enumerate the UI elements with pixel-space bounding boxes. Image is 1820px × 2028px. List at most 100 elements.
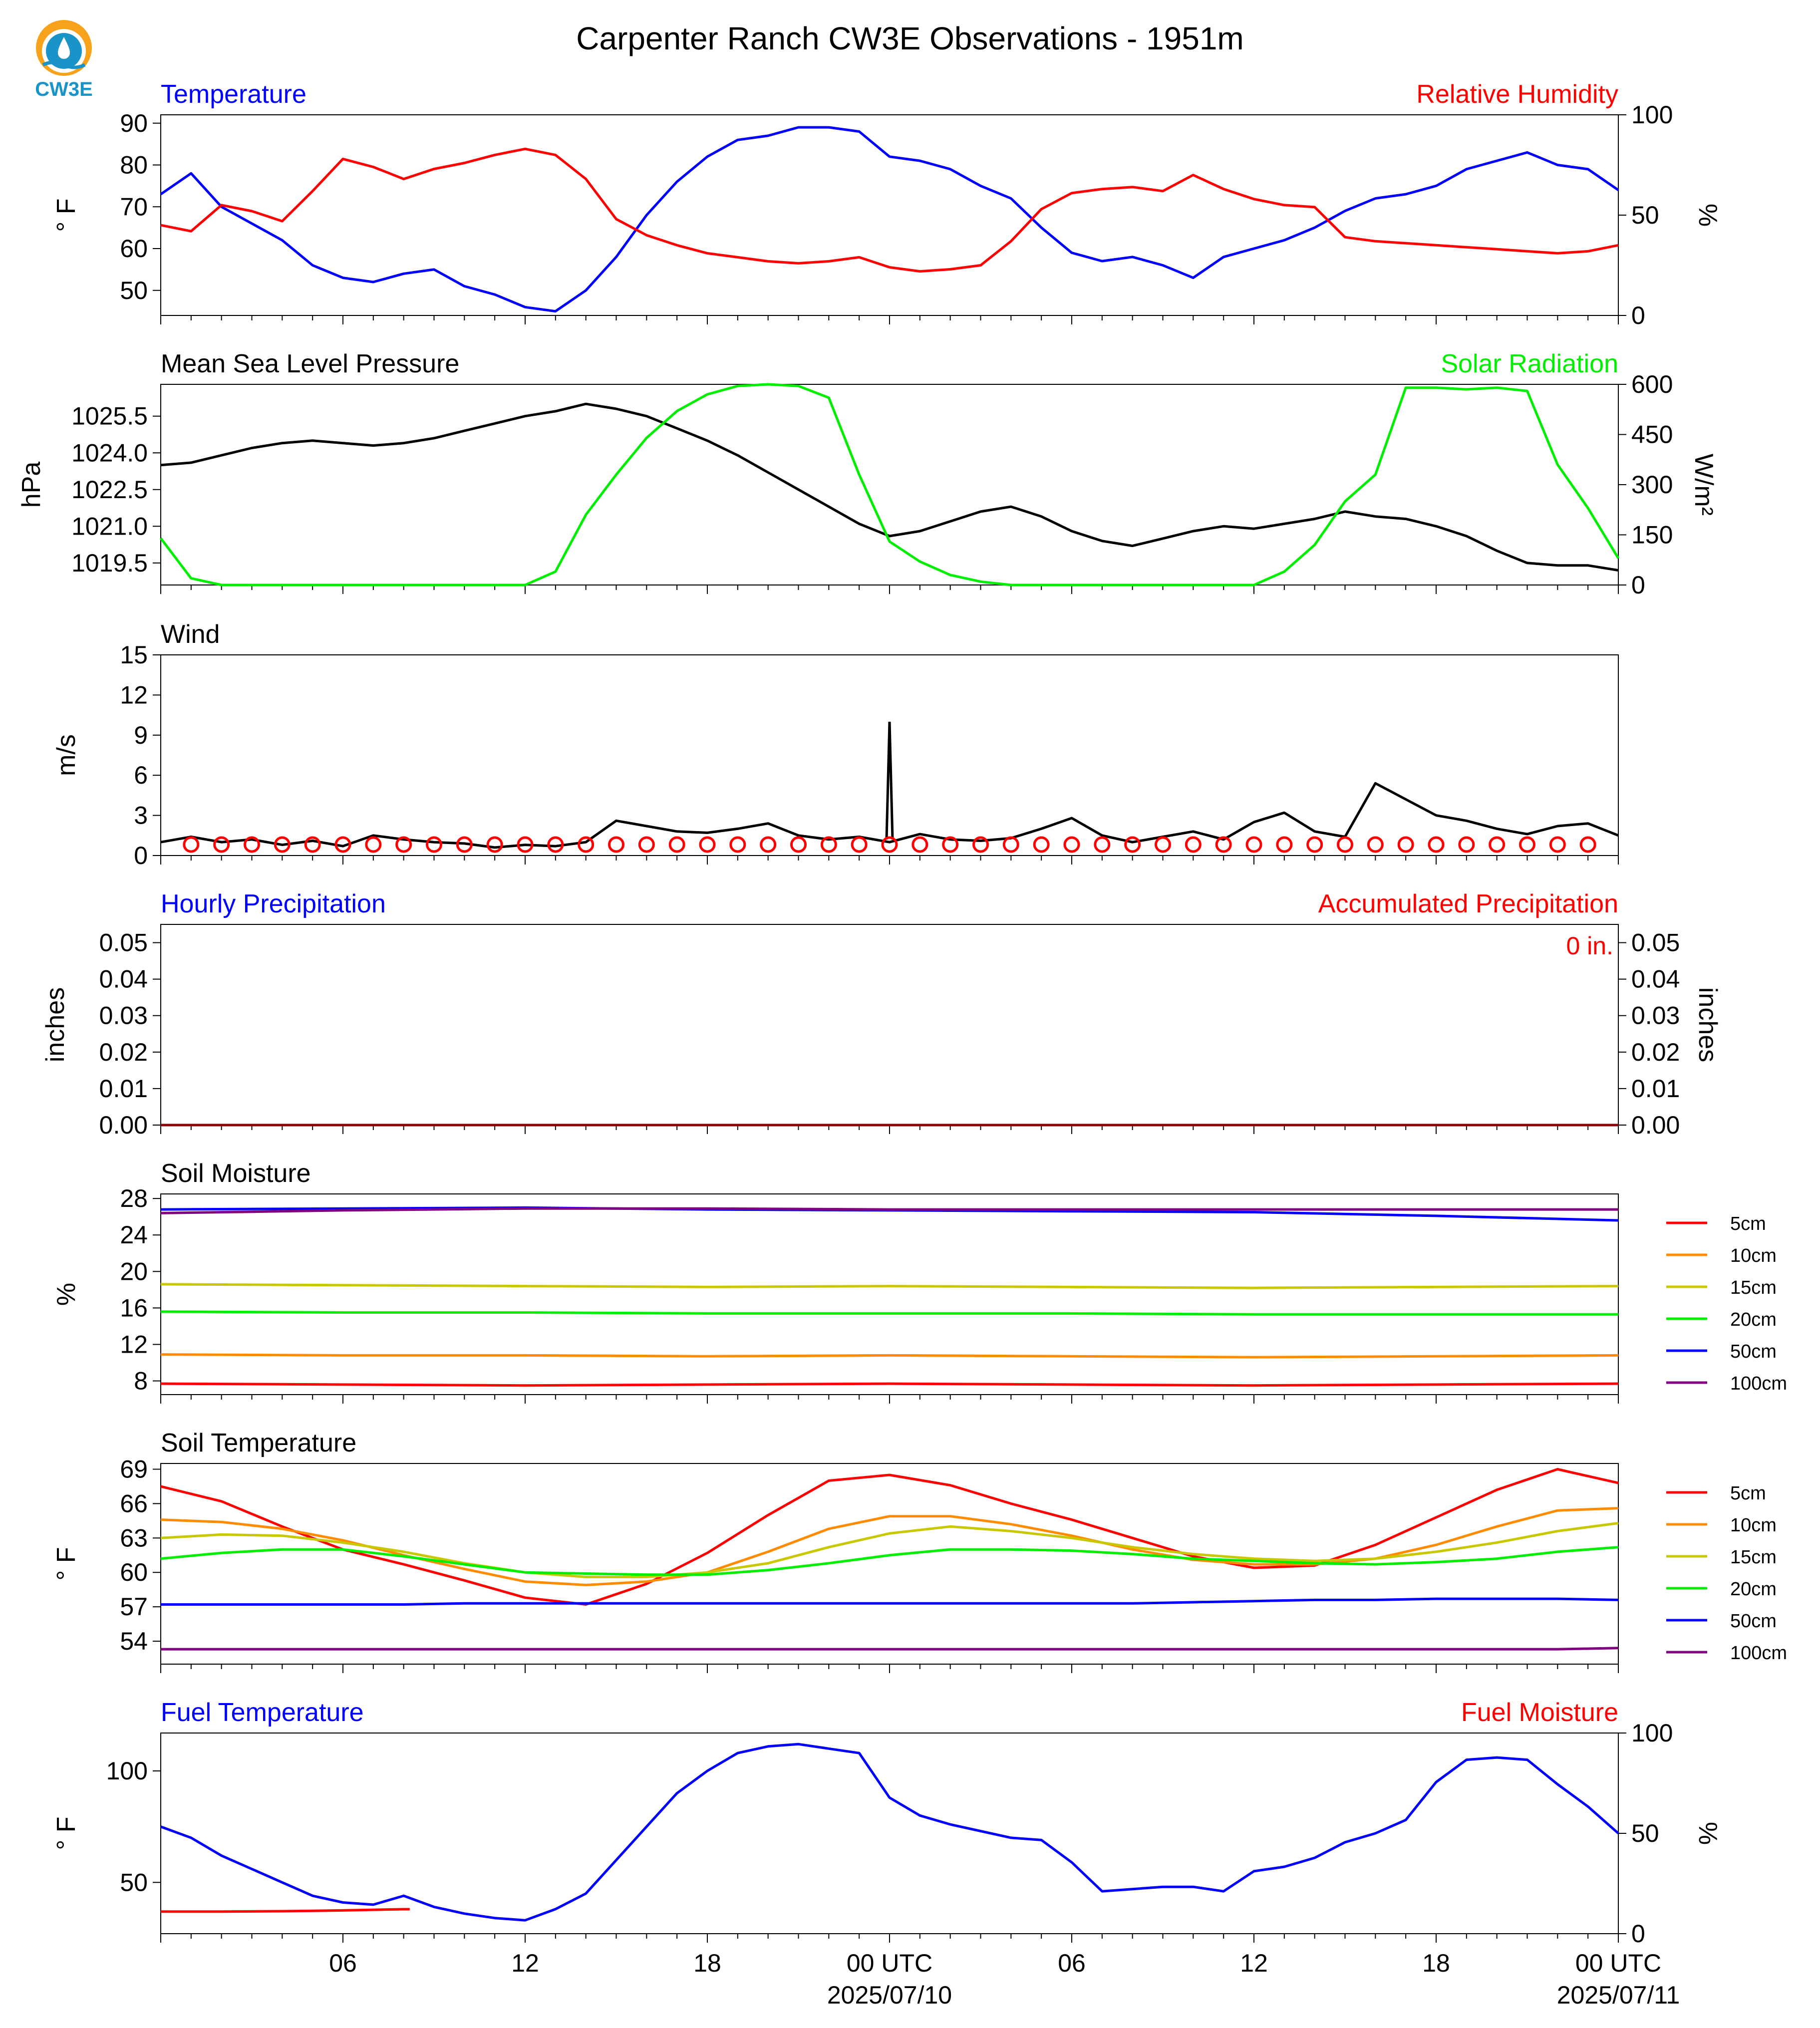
panel-title-left: Wind	[161, 620, 220, 649]
calm-wind-marker-icon	[213, 836, 230, 853]
calm-wind-marker-icon	[1276, 836, 1293, 853]
y-tick-label: 0.03	[99, 1002, 148, 1030]
y-axis-label-right: %	[1693, 1822, 1722, 1845]
figure-title: Carpenter Ranch CW3E Observations - 1951…	[576, 20, 1243, 56]
calm-wind-marker-icon	[668, 836, 685, 853]
calm-wind-marker-icon	[881, 836, 898, 853]
y-tick-label-right: 0.04	[1631, 965, 1680, 993]
y-tick-label: 0.00	[99, 1111, 148, 1139]
y-tick-label-right: 50	[1631, 201, 1659, 229]
y-tick-label: 1025.5	[71, 402, 148, 430]
calm-wind-marker-icon	[1428, 836, 1445, 853]
calm-wind-marker-icon	[334, 836, 351, 853]
panel-title-left: Temperature	[161, 80, 306, 109]
calm-wind-marker-icon	[1306, 836, 1323, 853]
calm-wind-marker-icon	[1033, 836, 1050, 853]
calm-wind-marker-icon	[1337, 836, 1353, 853]
legend-label: 15cm	[1730, 1547, 1777, 1568]
y-tick-label: 0.01	[99, 1075, 148, 1103]
series-line-10cm	[160, 1507, 1619, 1586]
calm-wind-marker-icon	[456, 836, 473, 853]
y-tick-label: 3	[134, 802, 148, 830]
calm-wind-marker-icon	[729, 836, 746, 853]
panel-precip: Hourly Precipitation Accumulated Precipit…	[41, 889, 1722, 1139]
cw3e-logo: CW3E	[35, 20, 93, 100]
x-tick-label: 18	[693, 1949, 721, 1977]
series-line-20cm	[160, 1546, 1619, 1576]
legend-label: 10cm	[1730, 1515, 1777, 1536]
y-axis-label-right: inches	[1693, 987, 1722, 1062]
y-tick-label: 57	[120, 1593, 148, 1621]
panel-title-left: Fuel Temperature	[161, 1698, 364, 1727]
accumulated-total-label: 0 in.	[1566, 932, 1613, 960]
y-tick-label-right: 0.01	[1631, 1075, 1680, 1103]
y-tick-label: 0.02	[99, 1038, 148, 1066]
plot-frame	[160, 114, 1619, 316]
y-tick-label: 1019.5	[71, 549, 148, 577]
y-tick-label: 28	[120, 1184, 148, 1212]
x-tick-label: 18	[1422, 1949, 1450, 1977]
legend: 5cm 10cm 15cm 20cm 50cm 100cm	[1666, 1213, 1787, 1394]
panel-wind: Wind 0 3 6 9 12 15 m/s	[52, 620, 1619, 869]
calm-wind-marker-icon	[1215, 836, 1232, 853]
series-line-5cm	[160, 1382, 1619, 1387]
panel-pressure_solar: Mean Sea Level Pressure Solar Radiation 10…	[17, 349, 1718, 599]
plot-frame	[160, 924, 1619, 1126]
y-tick-label: 50	[120, 277, 148, 304]
y-axis-label-right: W/m²	[1689, 454, 1718, 516]
x-tick-label: 12	[1240, 1949, 1268, 1977]
panel-title-right: Relative Humidity	[1416, 80, 1618, 109]
panel-title-left: Mean Sea Level Pressure	[161, 349, 459, 378]
series-line-fuel-temperature	[160, 1742, 1619, 1922]
legend-label: 100cm	[1730, 1643, 1787, 1664]
x-date-label: 2025/07/10	[827, 1981, 952, 2009]
y-tick-label: 8	[134, 1367, 148, 1395]
calm-wind-marker-icon	[426, 836, 442, 853]
y-tick-label: 12	[120, 681, 148, 709]
y-tick-label: 12	[120, 1331, 148, 1359]
series-line-solar-radiation	[160, 383, 1620, 586]
y-tick-label: 16	[120, 1294, 148, 1322]
legend-label: 20cm	[1730, 1309, 1777, 1330]
y-tick-label: 50	[120, 1868, 148, 1896]
series-line-15cm	[160, 1283, 1619, 1289]
calm-wind-marker-icon	[608, 836, 624, 853]
calm-wind-marker-icon	[760, 836, 777, 853]
panel-title-right: Accumulated Precipitation	[1318, 889, 1618, 918]
series-line-5cm	[160, 1468, 1619, 1606]
y-tick-label-right: 600	[1631, 370, 1673, 398]
calm-wind-marker-icon	[365, 836, 382, 853]
calm-wind-marker-icon	[183, 836, 200, 853]
panel-soil_moisture: Soil Moisture 8 12 16 20 24 28% 5cm 10cm 15cm 20cm…	[52, 1159, 1787, 1404]
calm-wind-marker-icon	[911, 836, 928, 853]
y-tick-label: 9	[134, 721, 148, 749]
calm-wind-marker-icon	[517, 836, 534, 853]
y-tick-label: 1021.0	[71, 512, 148, 540]
panel-title-left: Soil Moisture	[161, 1159, 311, 1188]
y-tick-label: 0	[134, 842, 148, 869]
y-tick-label: 69	[120, 1455, 148, 1483]
x-tick-label: 06	[329, 1949, 357, 1977]
calm-wind-marker-icon	[820, 836, 837, 853]
y-tick-label: 60	[120, 235, 148, 263]
y-tick-label-right: 450	[1631, 421, 1673, 449]
calm-wind-marker-icon	[790, 836, 807, 853]
y-axis-label: hPa	[17, 462, 46, 508]
calm-wind-marker-icon	[304, 836, 321, 853]
logo-text: CW3E	[35, 78, 93, 100]
series-line-temperature	[160, 126, 1619, 313]
y-tick-label-right: 150	[1631, 521, 1673, 549]
y-tick-label-right: 0	[1631, 301, 1645, 329]
y-tick-label: 80	[120, 151, 148, 179]
calm-wind-marker-icon	[942, 836, 959, 853]
calm-wind-marker-icon	[274, 836, 291, 853]
y-axis-label: inches	[41, 987, 70, 1062]
plot-frame	[160, 1193, 1619, 1395]
series-line-wind-speed	[160, 782, 1619, 849]
calm-wind-marker-icon	[578, 836, 595, 853]
series-line-mean-sea-level-pressure	[160, 402, 1619, 572]
calm-wind-marker-icon	[1397, 836, 1414, 853]
legend-label: 20cm	[1730, 1579, 1777, 1600]
x-date-label: 2025/07/11	[1557, 1981, 1680, 2009]
calm-wind-marker-icon	[1245, 836, 1262, 853]
